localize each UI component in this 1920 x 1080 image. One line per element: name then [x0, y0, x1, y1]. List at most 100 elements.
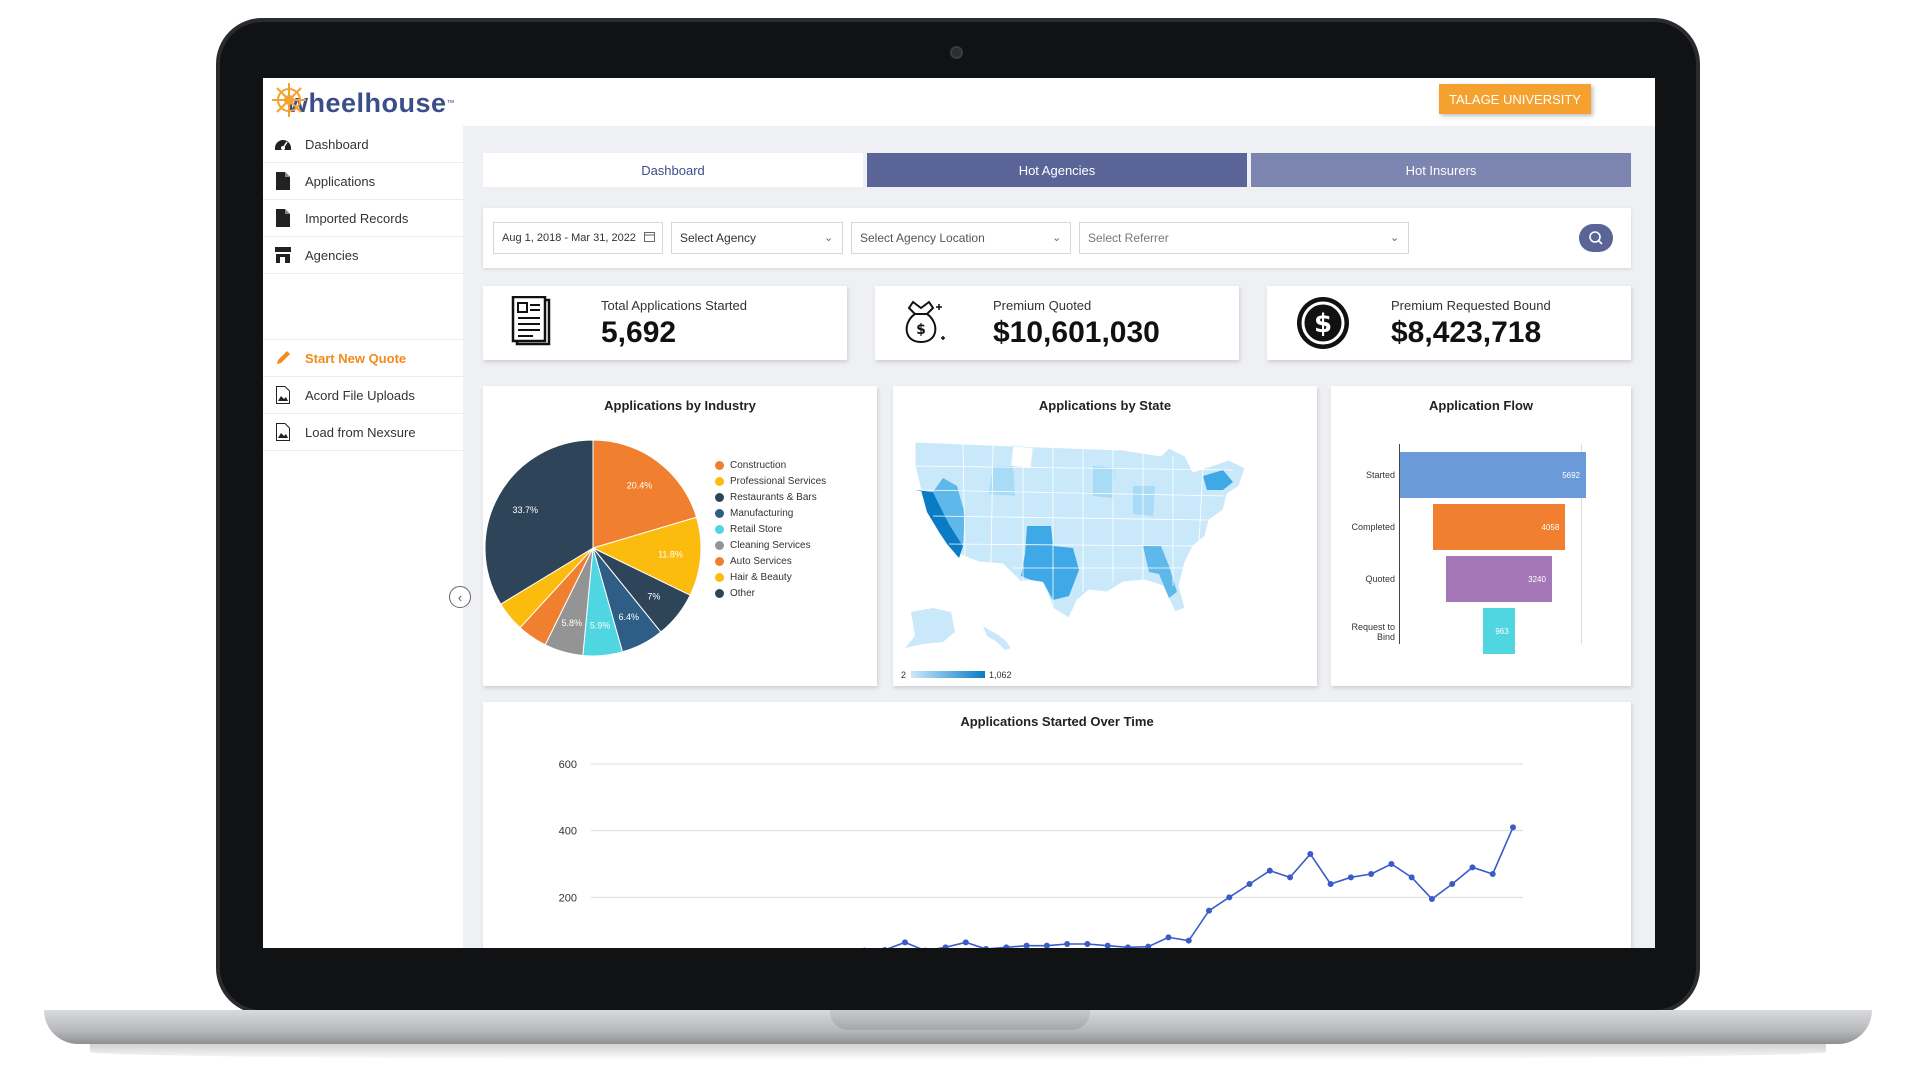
data-point[interactable] — [1327, 881, 1334, 887]
data-point[interactable] — [1043, 942, 1050, 948]
industry-chart-title: Applications by Industry — [604, 398, 756, 413]
legend-item[interactable]: Other — [715, 588, 755, 599]
agency-location-select[interactable]: Select Agency Location ⌄ — [851, 222, 1071, 254]
kpi-value: $8,423,718 — [1391, 316, 1542, 349]
data-point[interactable] — [1206, 907, 1212, 914]
funnel-label: Request to Bind — [1351, 622, 1395, 642]
load-from-nexsure-link[interactable]: Load from Nexsure — [263, 414, 463, 451]
legend-dot — [715, 557, 724, 566]
legend-dot — [715, 589, 724, 598]
pie-slice-professional-services[interactable] — [591, 516, 702, 596]
legend-item[interactable]: Cleaning Services — [715, 540, 811, 551]
sidebar-collapse-button[interactable]: ‹ — [449, 586, 471, 608]
funnel-bar-started[interactable]: 5692 — [1400, 452, 1586, 498]
legend-item[interactable]: Hair & Beauty — [715, 572, 792, 583]
funnel-bar-request-to-bind[interactable]: 963 — [1483, 608, 1515, 654]
data-point[interactable] — [882, 947, 888, 948]
data-point[interactable] — [1246, 881, 1253, 887]
laptop-shadow — [90, 1044, 1826, 1060]
data-point[interactable] — [1064, 941, 1071, 947]
legend-item[interactable]: Restaurants & Bars — [715, 492, 817, 503]
kpi-total-applications: Total Applications Started 5,692 — [483, 286, 847, 360]
legend-item[interactable]: Professional Services — [715, 476, 826, 487]
sidebar-spacer — [263, 274, 463, 340]
talage-university-button[interactable]: TALAGE UNIVERSITY — [1439, 84, 1591, 114]
funnel-bar-completed[interactable]: 4058 — [1432, 504, 1566, 550]
funnel-bar-quoted[interactable]: 3240 — [1446, 556, 1552, 602]
legend-dot — [715, 525, 724, 534]
legend-dot — [715, 493, 724, 502]
laptop-notch — [830, 1010, 1090, 1030]
referrer-select[interactable]: Select Referrer ⌄ — [1079, 222, 1409, 254]
data-point[interactable] — [1510, 824, 1516, 831]
data-point[interactable] — [902, 939, 908, 946]
data-point[interactable] — [1124, 944, 1131, 948]
map-legend-min: 2 — [901, 670, 906, 680]
ship-wheel-icon — [272, 83, 306, 117]
legend-label: Auto Services — [730, 556, 792, 567]
data-point[interactable] — [1388, 861, 1395, 867]
dollar-circle-icon: $ — [1297, 297, 1349, 349]
data-point[interactable] — [1185, 937, 1192, 944]
pencil-icon — [273, 349, 293, 367]
us-states-map[interactable]: 2 1,062 — [893, 386, 1317, 686]
data-point[interactable] — [1408, 874, 1415, 881]
application-flow-title: Application Flow — [1429, 398, 1533, 413]
data-point[interactable] — [1104, 942, 1111, 948]
legend-item[interactable]: Auto Services — [715, 556, 792, 567]
pie-slice-other[interactable] — [484, 439, 594, 605]
state-map-title: Applications by State — [1038, 398, 1172, 413]
logo[interactable]: wheelhouse™ — [269, 82, 455, 124]
data-point[interactable] — [962, 939, 969, 946]
data-point[interactable] — [1023, 942, 1030, 948]
data-point[interactable] — [1428, 896, 1435, 902]
pie-slice-label: 20.4% — [627, 481, 653, 491]
data-point[interactable] — [1003, 944, 1010, 948]
tab-hot-insurers[interactable]: Hot Insurers — [1251, 153, 1631, 187]
data-point[interactable] — [1266, 867, 1273, 874]
legend-item[interactable]: Manufacturing — [715, 508, 793, 519]
y-tick-label: 600 — [559, 759, 577, 771]
start-new-quote-link[interactable]: Start New Quote — [263, 340, 463, 377]
series-line — [887, 827, 1514, 948]
chevron-down-icon: ⌄ — [1390, 232, 1400, 244]
data-point[interactable] — [1165, 934, 1172, 941]
agency-select[interactable]: Select Agency ⌄ — [671, 222, 843, 254]
image-file-icon — [273, 423, 293, 441]
acord-file-uploads-link[interactable]: Acord File Uploads — [263, 377, 463, 414]
pie-slice-construction[interactable] — [592, 439, 698, 549]
data-point[interactable] — [1307, 851, 1314, 857]
search-button[interactable] — [1579, 224, 1613, 252]
data-point[interactable] — [1368, 871, 1375, 877]
document-icon — [273, 209, 293, 227]
kpi-label: Total Applications Started — [601, 298, 747, 313]
data-point[interactable] — [1226, 894, 1233, 901]
data-point[interactable] — [983, 946, 989, 948]
legend-dot — [715, 509, 724, 518]
sidebar-item-agencies[interactable]: Agencies — [263, 237, 463, 274]
sidebar-item-applications[interactable]: Applications — [263, 163, 463, 200]
kpi-premium-quoted: $ Premium Quoted $10,601,030 — [875, 286, 1239, 360]
data-point[interactable] — [1449, 881, 1456, 887]
tab-hot-agencies[interactable]: Hot Agencies — [867, 153, 1247, 187]
pie-slice-label: 33.7% — [512, 505, 538, 515]
tab-dashboard[interactable]: Dashboard — [483, 153, 863, 187]
sidebar-item-dashboard[interactable]: Dashboard — [263, 126, 463, 163]
pie-slice-label: 7% — [647, 591, 660, 601]
legend-dot — [715, 477, 724, 486]
data-point[interactable] — [1489, 871, 1496, 877]
data-point[interactable] — [1145, 943, 1152, 948]
legend-item[interactable]: Construction — [715, 460, 786, 471]
date-range-input[interactable]: Aug 1, 2018 - Mar 31, 2022 — [493, 222, 663, 254]
legend-label: Restaurants & Bars — [730, 492, 817, 503]
data-point[interactable] — [1084, 941, 1091, 947]
data-point[interactable] — [942, 944, 949, 948]
data-point[interactable] — [1347, 874, 1354, 881]
sidebar-item-label: Dashboard — [305, 136, 369, 152]
data-point[interactable] — [1287, 874, 1294, 881]
sidebar-item-imported-records[interactable]: Imported Records — [263, 200, 463, 237]
legend-item[interactable]: Retail Store — [715, 524, 782, 535]
data-point[interactable] — [1469, 864, 1476, 871]
dashboard-gauge-icon — [273, 135, 293, 153]
chevron-down-icon: ⌄ — [1052, 232, 1062, 244]
